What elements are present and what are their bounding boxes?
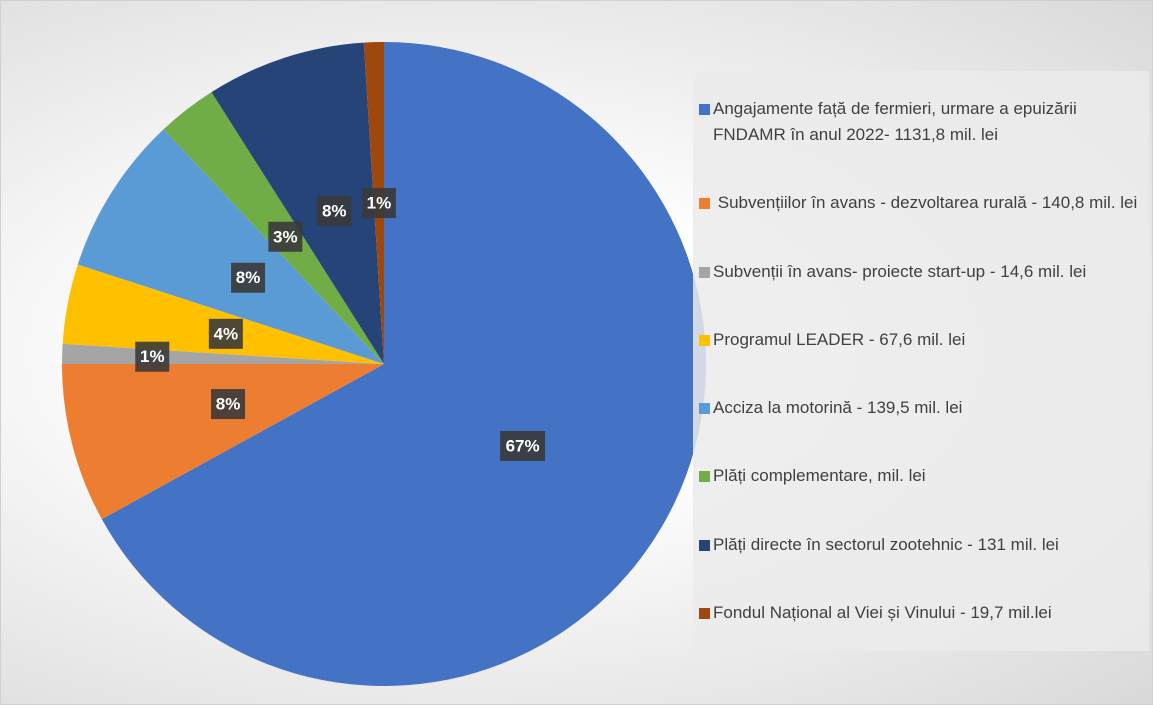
data-label: 3% [273,227,298,246]
legend-swatch [699,539,710,551]
data-label: 8% [236,268,261,287]
legend-swatch [699,607,710,619]
data-label-box [135,341,170,372]
legend-item: Fondul Național al Viei și Vinului - 19,… [699,600,1143,626]
data-label-box [500,430,546,461]
legend-swatch [699,198,710,210]
legend-label: Subvenții în avans- proiecte start-up - … [713,261,1087,281]
data-label: 1% [140,347,165,366]
data-label-box [208,318,243,349]
pie-slice [62,264,384,364]
legend-swatch [699,104,710,116]
pie-slice [62,364,384,520]
legend-swatch [699,471,710,483]
legend-label: Plăți complementare, mil. lei [713,466,926,486]
data-label-box [317,195,352,226]
legend: Angajamente față de fermieri, urmare a e… [693,71,1149,651]
legend-item: Subvențiilor în avans - dezvoltarea rura… [699,190,1143,216]
legend-label: Programul LEADER - 67,6 mil. lei [713,329,966,349]
legend-label: Fondul Național al Viei și Vinului - 19,… [713,602,1052,622]
data-label-box [211,389,246,420]
legend-swatch [699,334,710,346]
data-label-box [268,221,303,252]
legend-swatch [699,266,710,278]
data-label-box [361,188,396,219]
data-label: 8% [322,201,347,220]
data-label-box [231,262,266,293]
legend-item: Programul LEADER - 67,6 mil. lei [699,327,1143,353]
legend-item: Angajamente față de fermieri, urmare a e… [699,96,1143,148]
legend-item: Acciza la motorină - 139,5 mil. lei [699,395,1143,421]
data-label: 67% [506,436,540,455]
pie-slice [101,42,707,687]
legend-item: Subvenții în avans- proiecte start-up - … [699,259,1143,285]
legend-label: Plăți directe în sectorul zootehnic - 13… [713,534,1059,554]
legend-label: Angajamente față de fermieri, urmare a e… [713,99,1082,145]
pie-slice [77,129,385,364]
legend-label: Subvențiilor în avans - dezvoltarea rura… [713,193,1138,213]
data-label: 8% [216,395,241,414]
legend-item: Plăți directe în sectorul zootehnic - 13… [699,532,1143,558]
data-label: 1% [367,194,392,213]
legend-label: Acciza la motorină - 139,5 mil. lei [713,398,963,418]
legend-swatch [699,403,710,415]
legend-item: Plăți complementare, mil. lei [699,463,1143,489]
pie-slice [211,42,384,364]
data-label: 4% [214,324,239,343]
